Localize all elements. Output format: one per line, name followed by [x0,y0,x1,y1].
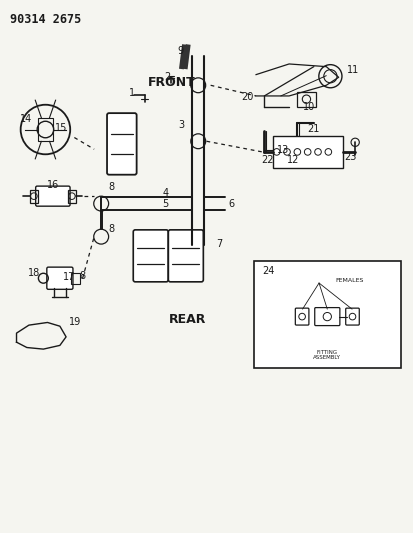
FancyBboxPatch shape [315,308,340,326]
Text: 3: 3 [179,120,185,130]
FancyBboxPatch shape [169,230,203,282]
Text: 9: 9 [178,46,184,55]
Text: 2: 2 [164,72,171,82]
Text: FRONT: FRONT [147,76,195,89]
Text: 1: 1 [129,88,135,98]
Text: 8: 8 [109,224,114,234]
Text: 23: 23 [344,152,356,161]
Text: 14: 14 [19,115,32,124]
Text: REAR: REAR [169,313,206,326]
Text: 6: 6 [228,199,234,208]
Text: 10: 10 [303,102,315,111]
FancyBboxPatch shape [36,186,70,206]
Bar [254,261,401,368]
Text: 7: 7 [216,239,222,248]
Text: 11: 11 [347,66,359,75]
FancyBboxPatch shape [133,230,168,282]
Text: 24: 24 [262,266,274,276]
Text: 8: 8 [80,271,85,280]
FancyBboxPatch shape [346,308,359,325]
Bar [38,118,53,141]
Text: 18: 18 [28,268,40,278]
FancyBboxPatch shape [107,113,137,175]
Bar [30,190,38,203]
FancyBboxPatch shape [295,308,309,325]
Text: 20: 20 [241,92,253,102]
Text: 19: 19 [69,318,81,327]
Bar [273,136,343,168]
Bar [297,92,316,107]
Bar [68,190,76,203]
Text: 13: 13 [277,146,289,155]
Text: 17: 17 [63,272,76,282]
Text: 8: 8 [109,182,114,192]
Text: 15: 15 [55,123,67,133]
Text: 22: 22 [261,155,274,165]
Bar [71,273,80,284]
Text: 16: 16 [47,181,59,190]
FancyBboxPatch shape [47,267,73,289]
Text: 5: 5 [162,199,169,208]
Text: FEMALES: FEMALES [335,278,364,283]
Text: 21: 21 [308,124,320,134]
Text: FITTING
ASSEMBLY: FITTING ASSEMBLY [313,350,341,360]
Text: 4: 4 [162,189,168,198]
Text: 90314 2675: 90314 2675 [10,13,82,26]
Text: 12: 12 [287,155,299,165]
